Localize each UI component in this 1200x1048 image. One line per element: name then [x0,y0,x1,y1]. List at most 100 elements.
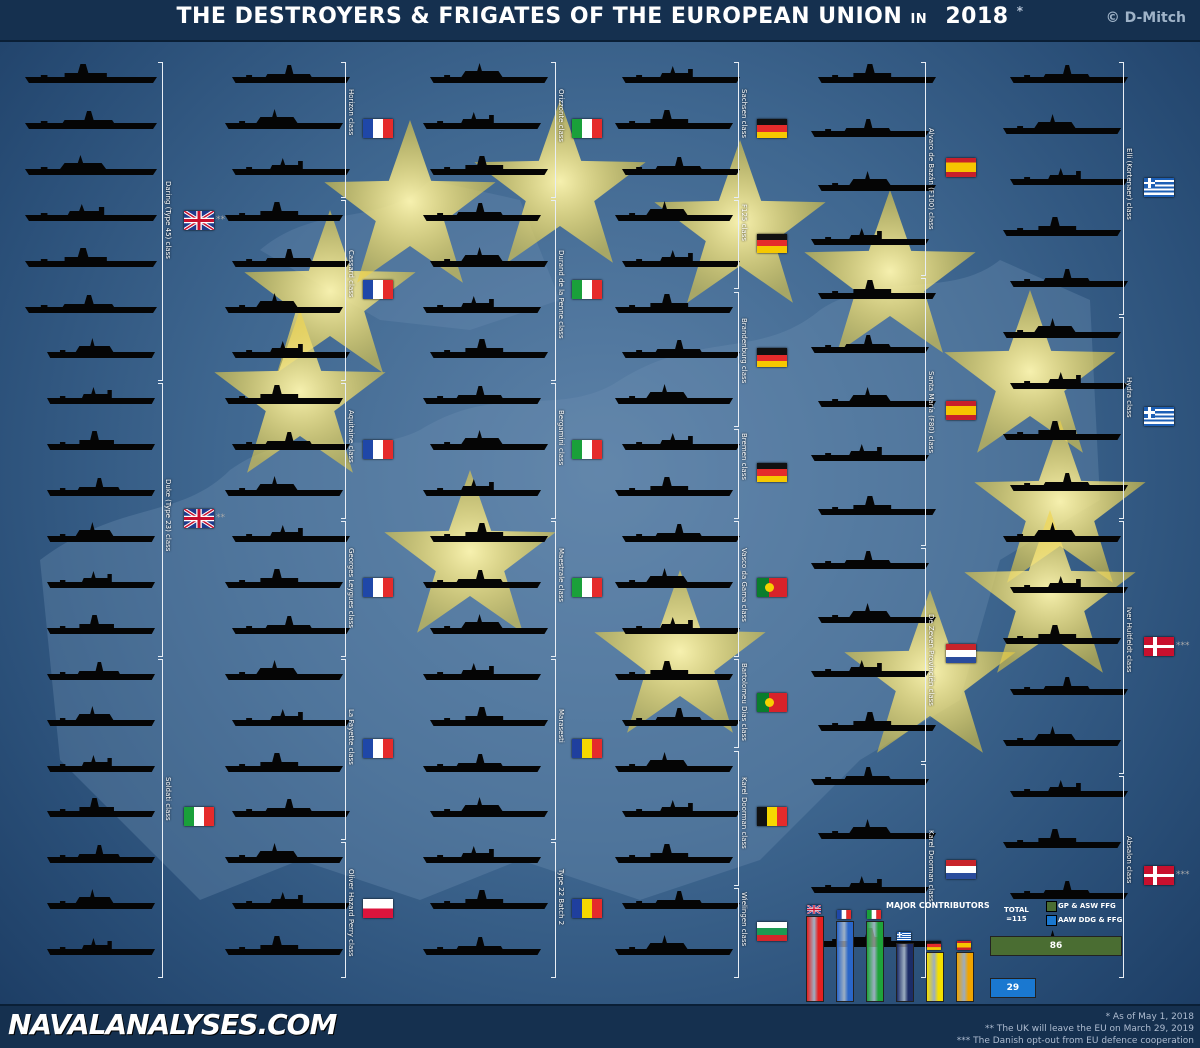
ship-class-label: Alvaro de Bazán (F100) class [927,128,935,230]
ship-silhouette-icon [1010,776,1128,804]
contributor-bar [896,942,914,1002]
ship-silhouette-icon [47,842,155,870]
contributor-bar [866,920,884,1002]
ship-silhouette-icon [47,888,155,916]
ship-silhouette-icon [818,818,936,846]
ship-silhouette-icon [47,705,155,733]
ship-class-label: Cassard class [347,249,355,298]
contributor-bar [836,920,854,1002]
ship-silhouette-icon [232,154,350,182]
ship-silhouette-icon [232,705,350,733]
ship-silhouette-icon [430,429,548,457]
ship-class-label: Iver Huitfeldt class [1125,606,1133,673]
ship-silhouette-icon [232,796,350,824]
ship-silhouette-icon [47,567,155,595]
flag-fr-icon [363,440,393,460]
ship-class-label: Vasco da Gama class [740,547,748,622]
footnote-3: *** The Danish opt-out from EU defence c… [956,1036,1194,1046]
flag-nl-icon [946,644,976,663]
ship-silhouette-icon [615,200,733,228]
footnote-marker: *** [1176,870,1190,880]
class-bracket [921,62,926,276]
ship-silhouette-icon [47,751,155,779]
contributor-bar [956,951,974,1002]
ship-silhouette-icon [232,429,350,457]
header-bar [0,0,1200,42]
flag-bg-icon [757,922,787,942]
ship-class-label: Bergamini class [557,410,565,466]
flag-it-icon [867,909,881,919]
ship-silhouette-icon [615,751,733,779]
ship-silhouette-icon [1003,317,1121,345]
ship-silhouette-icon [615,567,733,595]
ship-silhouette-icon [423,934,541,962]
ship-silhouette-icon [225,659,343,687]
footer-bar [0,1004,1200,1048]
ship-silhouette-icon [232,246,350,274]
ship-silhouette-icon [423,292,541,320]
ship-silhouette-icon [818,386,936,414]
ship-class-label: Durand de la Penne class [557,249,565,339]
flag-fr-icon [363,279,393,299]
class-bracket [734,750,739,887]
ship-silhouette-icon [232,888,350,916]
ship-silhouette-icon [430,613,548,641]
ship-silhouette-icon [423,659,541,687]
ship-silhouette-icon [818,710,936,738]
flag-de-icon [757,348,787,368]
flag-be-icon [757,807,787,827]
ship-silhouette-icon [1010,674,1128,702]
ship-silhouette-icon [818,62,936,90]
ship-silhouette-icon [25,246,157,274]
class-bracket [921,764,926,978]
flag-pt-icon [757,577,787,597]
ship-class-label: Bartolomeu Dias class [740,662,748,741]
class-bracket [734,199,739,290]
ship-silhouette-icon [225,383,343,411]
ship-silhouette-icon [25,154,157,182]
ship-silhouette-icon [811,872,929,900]
ship-silhouette-icon [1003,827,1121,855]
ship-class-label: Absalon class [1125,836,1133,884]
ship-silhouette-icon [47,796,155,824]
class-bracket [734,291,739,428]
ship-class-label: Sachsen class [740,88,748,138]
class-bracket [158,383,163,657]
flag-ro-icon [572,899,602,919]
flag-pl-icon [363,899,393,919]
ship-silhouette-icon [622,429,740,457]
flag-de-icon [757,233,787,253]
ship-silhouette-icon [25,200,157,228]
class-bracket [734,658,739,749]
ship-silhouette-icon [225,567,343,595]
ship-silhouette-icon [423,200,541,228]
flag-es-icon [946,158,976,177]
flag-uk-icon [183,507,215,530]
flag-fr-icon [837,909,851,919]
title-asterisk: * [1016,4,1024,18]
ship-silhouette-icon [1010,572,1128,600]
ship-silhouette-icon [225,200,343,228]
flag-fr-icon [363,118,393,138]
class-bracket [341,199,346,382]
class-bracket [158,658,163,978]
ship-silhouette-icon [1010,266,1128,294]
flag-es-icon [957,940,971,950]
ship-class-label: Soldati class [164,777,172,822]
ship-silhouette-icon [622,705,740,733]
footnote-marker: ** [216,214,225,225]
ship-silhouette-icon [423,108,541,136]
eu-star-icon [324,120,496,283]
ship-silhouette-icon [1003,215,1121,243]
ship-silhouette-icon [430,521,548,549]
eu-star-icon [944,290,1116,453]
ship-silhouette-icon [225,292,343,320]
ship-silhouette-icon [423,842,541,870]
ship-class-label: Karel Doorman class [740,777,748,850]
flag-pt-icon [757,692,787,712]
footnote-marker: ** [216,513,225,523]
ship-class-label: Oliver Hazard Perry class [347,869,355,957]
class-bracket [341,658,346,841]
contributor-bar [806,916,824,1002]
ship-class-label: Hydra class [1125,377,1133,418]
